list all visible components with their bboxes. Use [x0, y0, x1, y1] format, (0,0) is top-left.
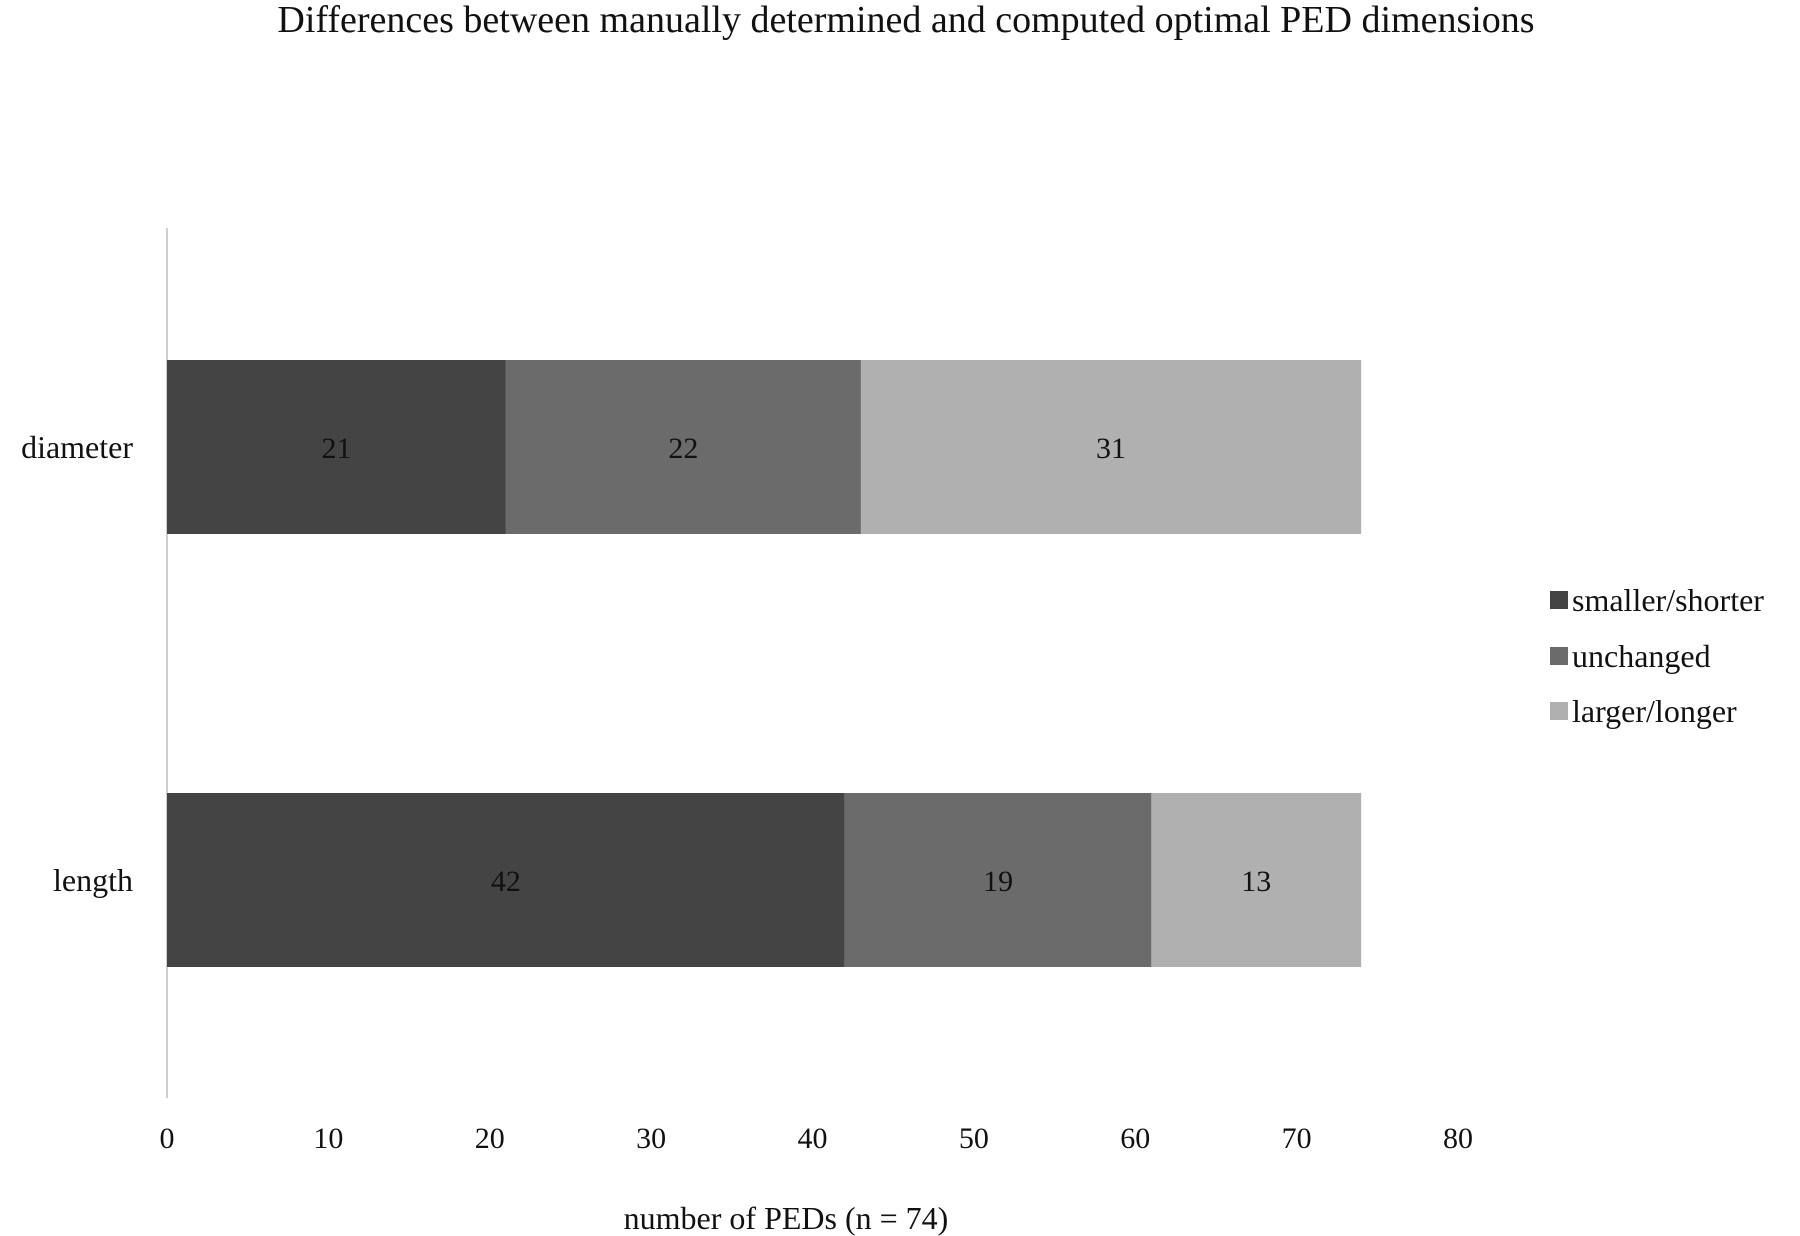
- x-tick-label: 80: [1443, 1122, 1473, 1155]
- legend-label: smaller/shorter: [1572, 582, 1764, 618]
- data-label: 13: [1241, 865, 1271, 898]
- bar-length-smaller-shorter: [167, 793, 845, 967]
- legend-swatch: [1550, 702, 1568, 720]
- x-tick-label: 20: [475, 1122, 505, 1155]
- x-tick-label: 10: [313, 1122, 343, 1155]
- x-tick-label: 60: [1120, 1122, 1150, 1155]
- data-label: 21: [321, 432, 351, 465]
- legend-swatch: [1550, 591, 1568, 609]
- legend-label: larger/longer: [1572, 693, 1737, 729]
- bar-diameter-unchanged: [505, 360, 861, 534]
- data-label: 22: [668, 432, 698, 465]
- legend-swatch: [1550, 647, 1568, 665]
- category-label: length: [53, 862, 133, 898]
- bars-group: 21 22 31 42 19 13: [167, 360, 1362, 967]
- data-label: 19: [983, 865, 1013, 898]
- bar-diameter-larger-longer: [860, 360, 1362, 534]
- data-label: 42: [491, 865, 521, 898]
- x-tick-labels: 0 10 20 30 40 50 60 70 80: [160, 1122, 1474, 1155]
- chart-title: Differences between manually determined …: [277, 0, 1534, 41]
- x-tick-label: 30: [636, 1122, 666, 1155]
- x-tick-label: 70: [1282, 1122, 1312, 1155]
- category-label: diameter: [21, 429, 133, 465]
- legend-label: unchanged: [1572, 638, 1711, 674]
- data-label: 31: [1096, 432, 1126, 465]
- x-axis-label: number of PEDs (n = 74): [624, 1200, 949, 1236]
- category-labels: diameter length: [21, 429, 133, 898]
- legend: smaller/shorter unchanged larger/longer: [1550, 582, 1764, 729]
- bar-length-unchanged: [844, 793, 1152, 967]
- bar-length-larger-longer: [1151, 793, 1362, 967]
- bar-diameter-smaller-shorter: [167, 360, 506, 534]
- x-tick-label: 50: [959, 1122, 989, 1155]
- x-tick-label: 40: [798, 1122, 828, 1155]
- x-tick-label: 0: [160, 1122, 175, 1155]
